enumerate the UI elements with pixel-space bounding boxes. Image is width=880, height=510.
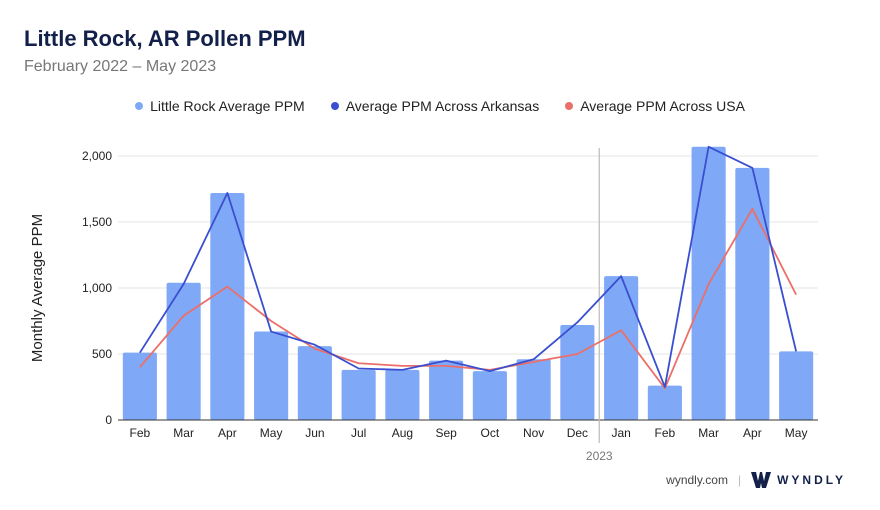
footer-brand-name: WYNDLY bbox=[777, 473, 846, 487]
y-tick-label: 1,000 bbox=[82, 281, 112, 295]
year-label: 2023 bbox=[586, 449, 613, 463]
legend-label-little-rock: Little Rock Average PPM bbox=[150, 98, 305, 114]
chart-legend: Little Rock Average PPM Average PPM Acro… bbox=[0, 98, 880, 114]
y-tick-label: 2,000 bbox=[82, 149, 112, 163]
footer-brand: WYNDLY bbox=[751, 472, 846, 488]
x-tick-label: Jul bbox=[351, 426, 366, 440]
x-tick-label: Oct bbox=[481, 426, 500, 440]
x-tick-label: Sep bbox=[435, 426, 457, 440]
x-tick-label: Feb bbox=[130, 426, 151, 440]
bar bbox=[429, 360, 464, 420]
x-tick-label: Jun bbox=[305, 426, 324, 440]
bar bbox=[560, 324, 595, 420]
x-tick-label: May bbox=[260, 426, 283, 440]
footer-site-link[interactable]: wyndly.com bbox=[666, 473, 728, 487]
bar bbox=[735, 167, 770, 420]
x-tick-label: Dec bbox=[567, 426, 588, 440]
y-tick-label: 1,500 bbox=[82, 215, 112, 229]
legend-item-arkansas: Average PPM Across Arkansas bbox=[330, 98, 540, 114]
bar bbox=[254, 331, 289, 420]
legend-item-little-rock: Little Rock Average PPM bbox=[135, 98, 305, 114]
footer-separator: | bbox=[737, 473, 742, 487]
wyndly-w-logo-icon bbox=[751, 472, 772, 488]
bar bbox=[166, 282, 201, 420]
bar bbox=[779, 351, 814, 420]
x-tick-label: Feb bbox=[655, 426, 676, 440]
arkansas-line bbox=[139, 145, 798, 388]
bar bbox=[210, 192, 245, 420]
legend-label-usa: Average PPM Across USA bbox=[580, 98, 745, 114]
x-tick-label: Apr bbox=[218, 426, 237, 440]
y-tick-label: 500 bbox=[92, 347, 112, 361]
bar bbox=[297, 346, 332, 420]
footer: wyndly.com | WYNDLY bbox=[666, 472, 846, 488]
bar bbox=[472, 371, 507, 420]
x-tick-label: Jan bbox=[611, 426, 630, 440]
legend-label-arkansas: Average PPM Across Arkansas bbox=[345, 98, 540, 114]
x-tick-label: Mar bbox=[173, 426, 194, 440]
legend-item-usa: Average PPM Across USA bbox=[565, 98, 745, 114]
bar bbox=[604, 276, 639, 420]
x-tick-label: Apr bbox=[743, 426, 762, 440]
x-tick-label: Mar bbox=[698, 426, 719, 440]
bar bbox=[647, 385, 682, 420]
usa-line bbox=[139, 207, 797, 390]
page-title: Little Rock, AR Pollen PPM bbox=[24, 26, 306, 51]
legend-swatch-arkansas bbox=[330, 102, 339, 110]
x-tick-label: Nov bbox=[523, 426, 544, 440]
bar bbox=[385, 369, 420, 420]
bar bbox=[516, 359, 551, 420]
page-subtitle: February 2022 – May 2023 bbox=[24, 58, 217, 75]
legend-swatch-little-rock bbox=[135, 102, 144, 110]
bar bbox=[122, 352, 157, 420]
x-tick-label: May bbox=[785, 426, 808, 440]
x-tick-label: Aug bbox=[392, 426, 413, 440]
legend-swatch-usa bbox=[565, 102, 574, 110]
pollen-chart: 0 500 1,000 1,500 2,000 Monthly Average PPM 20… bbox=[29, 145, 818, 463]
y-tick-label: 0 bbox=[105, 413, 112, 427]
y-axis-label: Monthly Average PPM bbox=[29, 214, 46, 362]
bar bbox=[341, 369, 376, 420]
